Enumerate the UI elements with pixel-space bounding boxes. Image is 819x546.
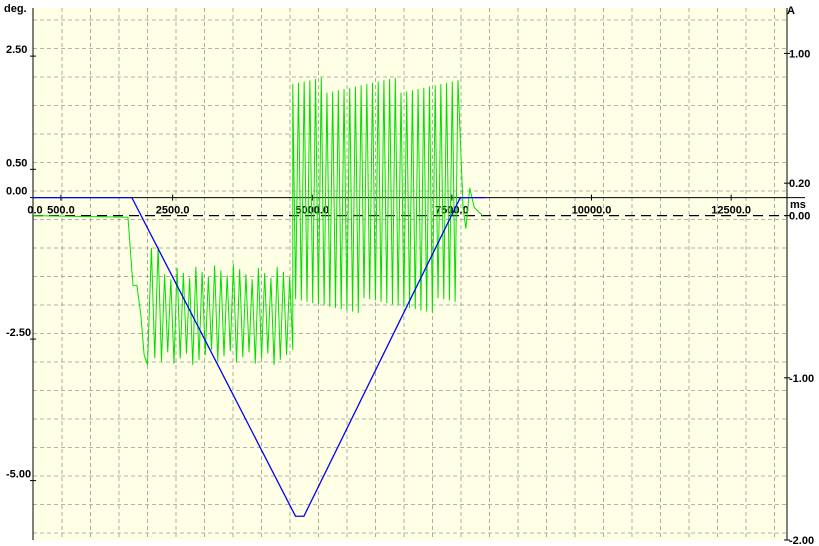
y-right-tick-label: 0.20: [789, 178, 810, 190]
x-tick-label: 10000.0: [572, 205, 612, 217]
current-series-line: [32, 77, 483, 365]
position-series-line: [33, 196, 486, 517]
x-tick-label: 0.0: [27, 205, 42, 217]
y-left-tick-label: -2.50: [6, 327, 31, 339]
y-left-tick-label: 0.00: [6, 186, 27, 198]
y-left-tick-label: -5.00: [6, 469, 31, 481]
x-tick-label: 500.0: [47, 205, 75, 217]
x-tick-label: 5000.0: [295, 205, 329, 217]
y-left-unit: deg.: [4, 3, 27, 15]
x-axis-unit: ms: [790, 199, 806, 211]
x-tick-label: 7500.0: [435, 205, 469, 217]
x-tick-label: 2500.0: [156, 205, 190, 217]
y-left-tick-label: 2.50: [6, 44, 27, 56]
y-left-tick-label: 0.50: [6, 157, 27, 169]
series-lines: [32, 77, 486, 517]
x-tick-label: 12500.0: [711, 205, 751, 217]
y-right-tick-label: -1.00: [789, 373, 814, 385]
tick-labels: 0.0 500.0 2500.0 5000.0 7500.0 10000.0 12500.0…: [6, 44, 814, 546]
y-right-unit: A: [787, 5, 795, 17]
y-right-tick-label: 1.00: [789, 48, 810, 60]
y-right-tick-label: -2.00: [789, 535, 814, 546]
y-right-tick-label: 0.00: [789, 211, 810, 223]
